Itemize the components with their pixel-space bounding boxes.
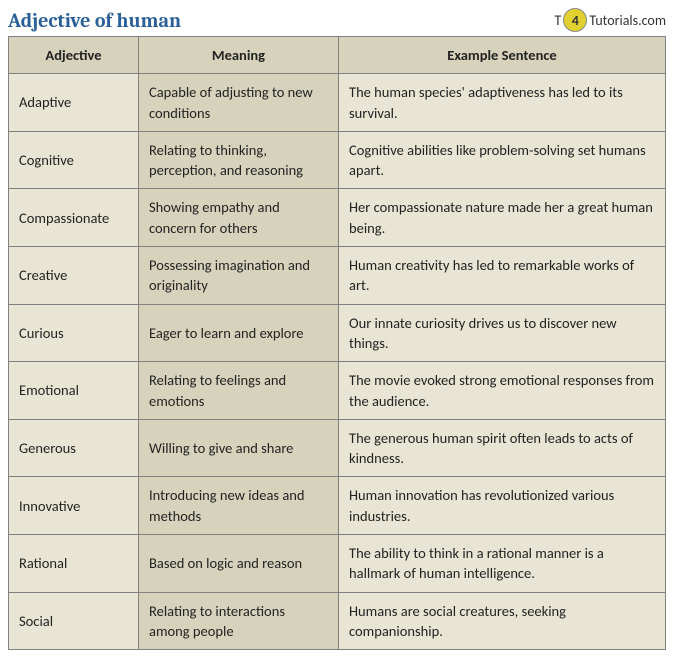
cell-meaning: Possessing imagination and originality	[139, 247, 339, 305]
cell-example: The generous human spirit often leads to…	[339, 419, 666, 477]
cell-adjective: Adaptive	[9, 74, 139, 132]
cell-example: Human innovation has revolutionized vari…	[339, 477, 666, 535]
cell-adjective: Compassionate	[9, 189, 139, 247]
cell-adjective: Generous	[9, 419, 139, 477]
table-row: GenerousWilling to give and shareThe gen…	[9, 419, 666, 477]
cell-adjective: Innovative	[9, 477, 139, 535]
page-title: Adjective of human	[8, 9, 181, 32]
table-row: SocialRelating to interactions among peo…	[9, 592, 666, 650]
table-row: CreativePossessing imagination and origi…	[9, 247, 666, 305]
col-header-example: Example Sentence	[339, 37, 666, 74]
cell-example: The ability to think in a rational manne…	[339, 535, 666, 593]
cell-adjective: Curious	[9, 304, 139, 362]
cell-meaning: Showing empathy and concern for others	[139, 189, 339, 247]
cell-meaning: Introducing new ideas and methods	[139, 477, 339, 535]
table-row: AdaptiveCapable of adjusting to new cond…	[9, 74, 666, 132]
table-row: InnovativeIntroducing new ideas and meth…	[9, 477, 666, 535]
col-header-adjective: Adjective	[9, 37, 139, 74]
cell-example: The human species' adaptiveness has led …	[339, 74, 666, 132]
logo-badge-icon: 4	[563, 8, 587, 32]
table-header-row: Adjective Meaning Example Sentence	[9, 37, 666, 74]
cell-adjective: Emotional	[9, 362, 139, 420]
cell-example: Human creativity has led to remarkable w…	[339, 247, 666, 305]
table-row: CuriousEager to learn and exploreOur inn…	[9, 304, 666, 362]
cell-meaning: Willing to give and share	[139, 419, 339, 477]
cell-example: Her compassionate nature made her a grea…	[339, 189, 666, 247]
cell-meaning: Eager to learn and explore	[139, 304, 339, 362]
cell-example: Our innate curiosity drives us to discov…	[339, 304, 666, 362]
cell-adjective: Cognitive	[9, 131, 139, 189]
cell-meaning: Relating to feelings and emotions	[139, 362, 339, 420]
cell-example: The movie evoked strong emotional respon…	[339, 362, 666, 420]
cell-example: Humans are social creatures, seeking com…	[339, 592, 666, 650]
cell-example: Cognitive abilities like problem-solving…	[339, 131, 666, 189]
header: Adjective of human T 4 Tutorials.com	[8, 8, 666, 32]
cell-adjective: Social	[9, 592, 139, 650]
cell-meaning: Relating to interactions among people	[139, 592, 339, 650]
col-header-meaning: Meaning	[139, 37, 339, 74]
cell-adjective: Rational	[9, 535, 139, 593]
cell-meaning: Relating to thinking, perception, and re…	[139, 131, 339, 189]
cell-adjective: Creative	[9, 247, 139, 305]
table-row: CompassionateShowing empathy and concern…	[9, 189, 666, 247]
cell-meaning: Based on logic and reason	[139, 535, 339, 593]
table-row: EmotionalRelating to feelings and emotio…	[9, 362, 666, 420]
logo: T 4 Tutorials.com	[555, 8, 666, 32]
logo-prefix: T	[555, 12, 562, 29]
logo-suffix: Tutorials.com	[589, 12, 666, 29]
table-row: RationalBased on logic and reasonThe abi…	[9, 535, 666, 593]
table-row: CognitiveRelating to thinking, perceptio…	[9, 131, 666, 189]
cell-meaning: Capable of adjusting to new conditions	[139, 74, 339, 132]
adjective-table: Adjective Meaning Example Sentence Adapt…	[8, 36, 666, 650]
